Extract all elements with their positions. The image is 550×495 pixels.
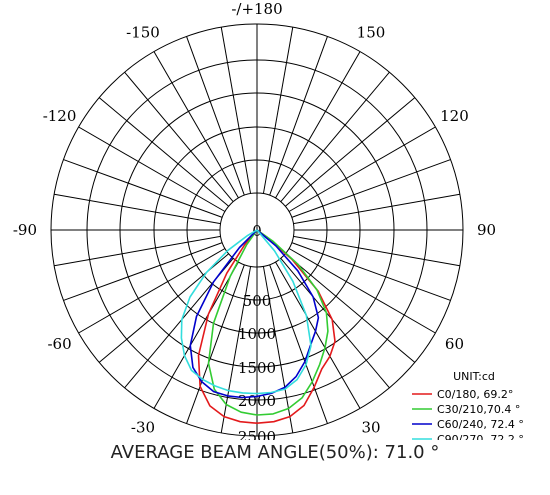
grid-spoke (269, 36, 328, 196)
legend-entry-2: C30/210,70.4 ° (437, 403, 520, 416)
grid-spoke (280, 258, 390, 389)
angle-label: 60 (445, 335, 464, 353)
series-curve-3 (189, 229, 320, 399)
angle-label: -150 (126, 24, 160, 42)
grid-spoke (124, 71, 234, 202)
angle-label: 30 (361, 418, 380, 436)
grid-spoke (293, 235, 460, 267)
radial-tick-label: 1000 (238, 325, 276, 343)
grid-spoke (54, 235, 221, 267)
grid-spoke (285, 97, 416, 207)
grid-spoke (288, 126, 436, 212)
angle-label: -120 (43, 107, 77, 125)
grid-spoke (285, 253, 416, 363)
series-curve-1 (197, 229, 336, 424)
grid-spoke (262, 266, 294, 433)
radial-tick-label: 2500 (238, 428, 276, 440)
grid-spoke (63, 242, 223, 301)
grid-spoke (275, 261, 361, 409)
grid-spoke (78, 126, 226, 212)
legend: UNIT:cd C0/180, 69.2° C30/210,70.4 ° C60/2… (412, 370, 524, 440)
polar-grid (50, 23, 464, 437)
grid-spoke (288, 248, 436, 334)
grid-spoke (153, 51, 239, 199)
unit-label: UNIT:cd (453, 370, 495, 383)
series-curve-2 (207, 229, 329, 416)
angle-label: -90 (13, 221, 37, 239)
grid-spoke (63, 159, 223, 218)
grid-spoke (269, 264, 328, 424)
angle-label: 150 (357, 24, 386, 42)
series-curves (180, 229, 336, 424)
radial-tick-label: 1500 (238, 359, 276, 377)
grid-spoke (186, 264, 245, 424)
grid-spoke (153, 261, 239, 409)
series-curve-4 (180, 229, 312, 395)
grid-spoke (280, 71, 390, 202)
angle-label: 120 (440, 107, 469, 125)
legend-entry-4: C90/270, 72.2 ° (437, 433, 524, 440)
radial-tick-label: 500 (243, 292, 272, 310)
radial-tick-label: 2000 (238, 392, 276, 410)
grid-spoke (220, 27, 252, 194)
legend-entry-1: C0/180, 69.2° (437, 388, 513, 401)
grid-spoke (78, 248, 226, 334)
angle-label: 90 (477, 221, 496, 239)
grid-spoke (291, 159, 451, 218)
angle-label: -/+180 (231, 0, 282, 18)
grid-spoke (275, 51, 361, 199)
average-beam-angle-caption: AVERAGE BEAM ANGLE(50%): 71.0 ° (110, 442, 440, 463)
grid-spoke (291, 242, 451, 301)
grid-spoke (54, 193, 221, 225)
grid-spoke (262, 27, 294, 194)
grid-spoke (98, 97, 229, 207)
grid-spoke (293, 193, 460, 225)
angle-label: -30 (131, 418, 155, 436)
grid-spoke (186, 36, 245, 196)
angle-label: -60 (47, 335, 71, 353)
legend-entry-3: C60/240, 72.4 ° (437, 418, 524, 431)
